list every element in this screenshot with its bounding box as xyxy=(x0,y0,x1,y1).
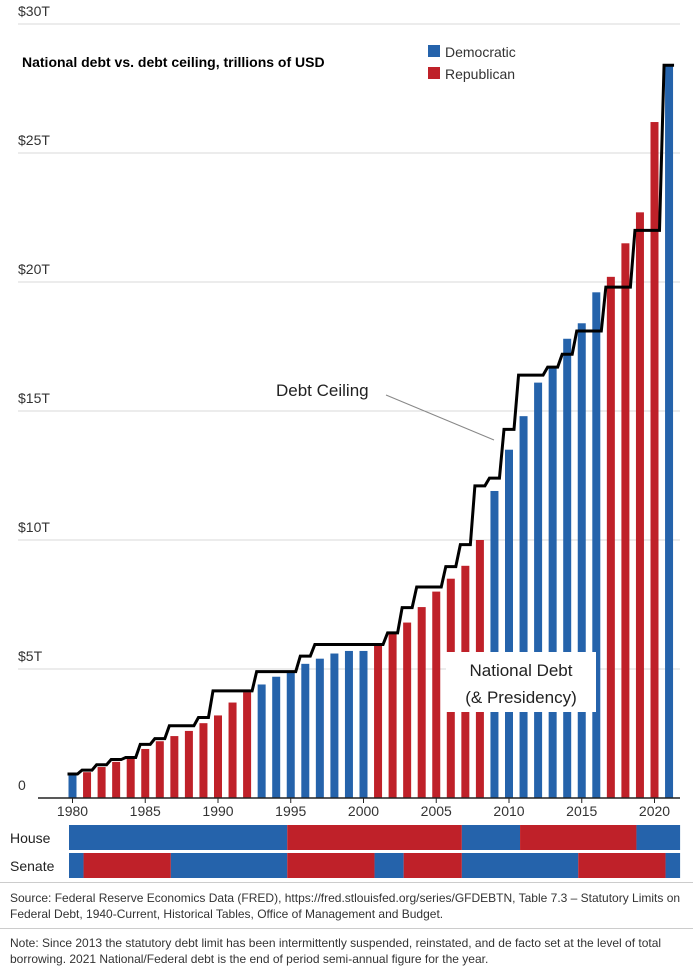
debt-chart: 0 $5T $10T $15T $20T $25T $30T 1980 1985 1990 199… xyxy=(10,3,681,878)
y-tick-label: $15T xyxy=(18,390,50,406)
x-tick-label: 1980 xyxy=(57,803,88,819)
debt-bar-1983 xyxy=(112,761,121,798)
debt-bar-2001 xyxy=(374,645,383,798)
debt-bar-1990 xyxy=(214,715,222,798)
senate-label: Senate xyxy=(10,858,55,874)
debt-bar-2002 xyxy=(388,632,397,798)
debt-bar-2015 xyxy=(577,323,586,798)
debt-bar-1999 xyxy=(344,650,353,798)
debt-bar-2000 xyxy=(359,650,368,798)
senate-control-segment xyxy=(287,853,375,878)
house-control-segment xyxy=(69,825,288,850)
debt-bar-1992 xyxy=(243,692,252,798)
debt-bar-2016 xyxy=(592,292,601,798)
debt-bar-2005 xyxy=(432,591,441,798)
senate-control-segment xyxy=(374,853,404,878)
x-tick-label: 1990 xyxy=(202,803,233,819)
debt-bar-1994 xyxy=(272,676,281,798)
y-tick-label: 0 xyxy=(18,777,26,793)
house-control-segment xyxy=(520,825,637,850)
source-note: Source: Federal Reserve Economics Data (… xyxy=(10,891,681,921)
senate-control-segment xyxy=(170,853,288,878)
x-tick-label: 2005 xyxy=(421,803,452,819)
debt-ceiling-line xyxy=(67,63,675,776)
debt-bar-1989 xyxy=(199,723,208,798)
debt-bar-1988 xyxy=(184,730,193,798)
house-control-segment xyxy=(461,825,521,850)
legend: Democratic Republican xyxy=(428,44,516,82)
debt-bar-1980 xyxy=(68,774,77,798)
legend-republican: Republican xyxy=(445,66,515,82)
debt-bar-2004 xyxy=(417,607,426,798)
divider xyxy=(0,882,693,883)
y-tick-label: $30T xyxy=(18,3,50,19)
senate-control-segment xyxy=(578,853,666,878)
y-tick-label: $20T xyxy=(18,261,50,277)
y-tick-label: $10T xyxy=(18,519,50,535)
debt-bar-1987 xyxy=(170,736,179,798)
debt-bar-1998 xyxy=(330,653,339,798)
chart-title: National debt vs. debt ceiling, trillion… xyxy=(22,54,325,70)
debt-bar-1997 xyxy=(315,658,324,798)
x-tick-label: 2015 xyxy=(566,803,597,819)
senate-control-segment xyxy=(69,853,84,878)
debt-ceiling-annotation: Debt Ceiling xyxy=(276,381,369,400)
debt-bar-1985 xyxy=(141,748,150,798)
x-tick-label: 2010 xyxy=(493,803,524,819)
debt-bar-1996 xyxy=(301,663,310,798)
debt-bar-2018 xyxy=(621,243,630,799)
footnote: Note: Since 2013 the statutory debt limi… xyxy=(10,936,662,966)
debt-bar-1993 xyxy=(257,684,266,798)
debt-bar-1981 xyxy=(83,772,92,798)
debt-bar-2017 xyxy=(606,276,615,799)
debt-bar-2012 xyxy=(534,382,543,798)
debt-bar-1986 xyxy=(155,741,164,798)
x-tick-label: 2000 xyxy=(348,803,379,819)
debt-bar-2009 xyxy=(490,490,499,798)
debt-bar-1995 xyxy=(286,671,295,798)
house-label: House xyxy=(10,830,51,846)
x-tick-label: 1985 xyxy=(130,803,161,819)
legend-democratic: Democratic xyxy=(445,44,516,60)
divider xyxy=(0,928,693,929)
debt-bar-2020 xyxy=(650,122,659,799)
national-debt-annotation: National Debt xyxy=(469,661,572,680)
y-tick-label: $5T xyxy=(18,648,43,664)
debt-bar-1991 xyxy=(228,702,237,798)
legend-swatch-republican xyxy=(428,67,440,79)
annotation-leader-line xyxy=(385,394,495,441)
debt-bar-2003 xyxy=(403,622,412,798)
house-control-segment xyxy=(636,825,681,850)
senate-control-segment xyxy=(665,853,681,878)
debt-label-box xyxy=(446,652,596,712)
x-tick-label: 1995 xyxy=(275,803,306,819)
debt-bar-2011 xyxy=(519,416,528,798)
y-tick-label: $25T xyxy=(18,132,50,148)
presidency-annotation: (& Presidency) xyxy=(465,688,576,707)
debt-bar-2021 xyxy=(665,65,674,798)
debt-bar-1984 xyxy=(126,756,135,798)
house-control-segment xyxy=(287,825,462,850)
senate-control-segment xyxy=(461,853,579,878)
x-tick-label: 2020 xyxy=(639,803,670,819)
debt-bar-2010 xyxy=(505,449,513,798)
debt-bar-2019 xyxy=(635,212,644,799)
debt-bar-2013 xyxy=(548,367,557,798)
legend-swatch-democratic xyxy=(428,45,440,57)
debt-bar-2014 xyxy=(563,338,572,798)
debt-bar-1982 xyxy=(97,767,106,798)
senate-control-segment xyxy=(403,853,462,878)
senate-control-segment xyxy=(83,853,171,878)
